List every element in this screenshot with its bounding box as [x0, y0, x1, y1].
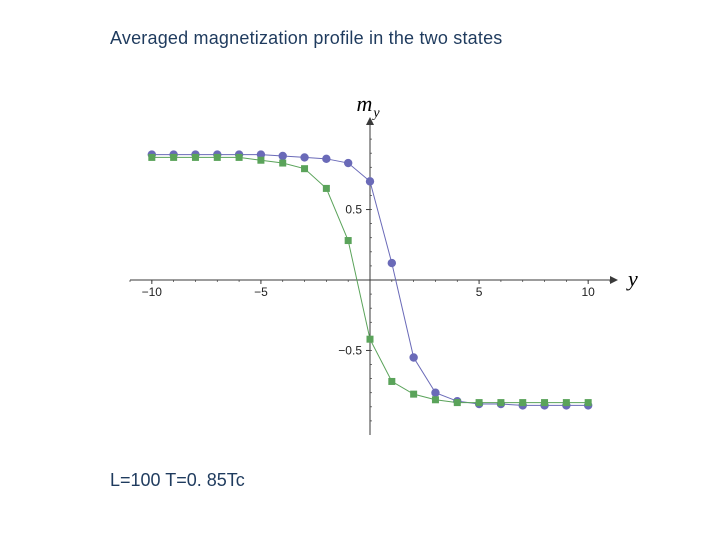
slide-title: Averaged magnetization profile in the tw…	[110, 28, 503, 49]
magnetization-chart: −10 −5 5 10 0.5 −0.5 my y	[110, 85, 640, 455]
slide-caption: L=100 T=0. 85Tc	[110, 470, 245, 491]
svg-text:−5: −5	[254, 285, 268, 299]
svg-text:0.5: 0.5	[345, 203, 362, 217]
svg-text:5: 5	[476, 285, 483, 299]
svg-text:10: 10	[582, 285, 596, 299]
svg-text:−0.5: −0.5	[338, 343, 362, 357]
svg-text:my: my	[356, 91, 380, 121]
svg-text:y: y	[626, 266, 638, 291]
svg-text:−10: −10	[142, 285, 163, 299]
